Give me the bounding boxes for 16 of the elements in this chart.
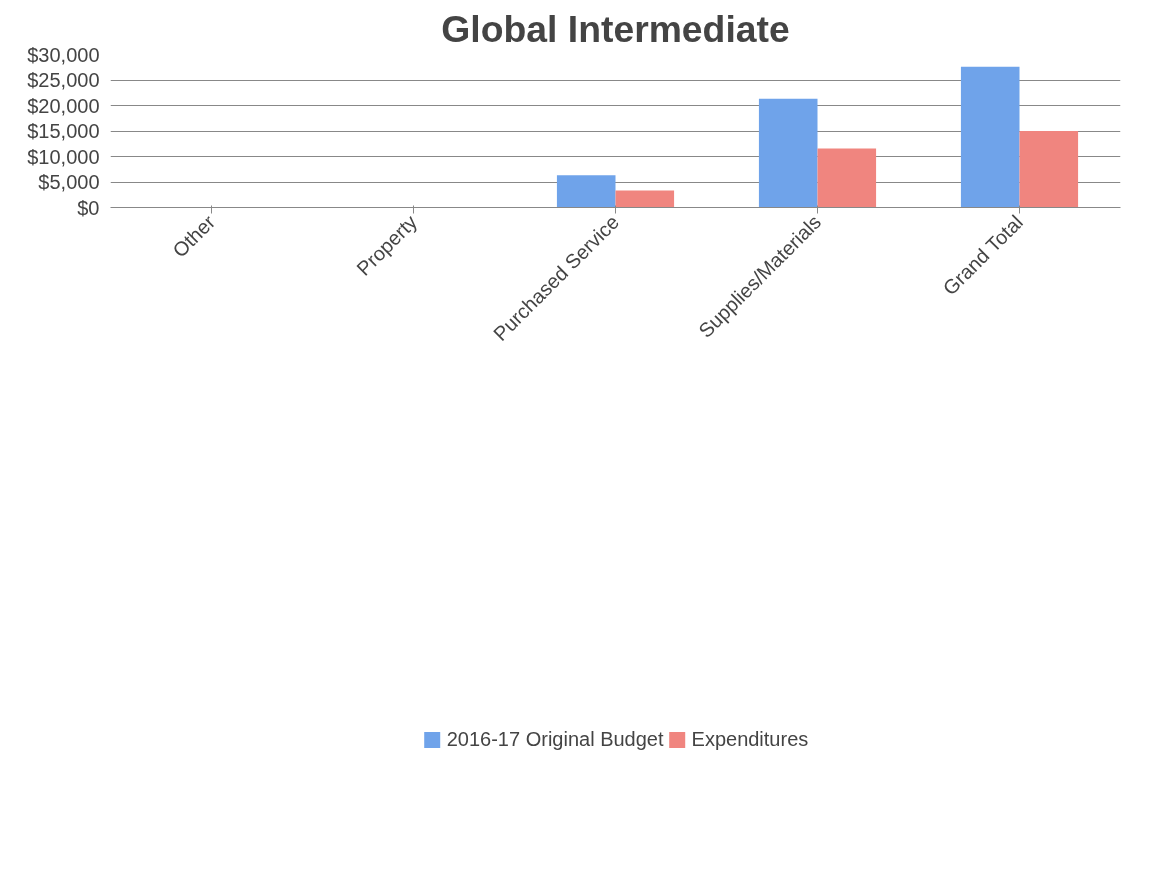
y-tick-label: $25,000 [27, 69, 100, 91]
y-tick-label: $30,000 [27, 43, 100, 66]
y-tick-label: $15,000 [27, 120, 100, 142]
chart-title: Global Intermediate [441, 7, 790, 50]
bar [960, 66, 1020, 208]
legend-label: 2016-17 Original Budget [446, 727, 664, 751]
bar [615, 190, 675, 208]
legend-label: Expenditures [691, 727, 809, 751]
y-tick-label: $10,000 [27, 145, 100, 168]
bar [556, 175, 616, 208]
y-tick-label: $20,000 [27, 94, 100, 117]
y-tick-label: $5,000 [38, 171, 100, 193]
bar [758, 98, 818, 208]
bar [1019, 131, 1079, 208]
bar [817, 148, 877, 208]
y-tick-label: $0 [77, 196, 100, 219]
